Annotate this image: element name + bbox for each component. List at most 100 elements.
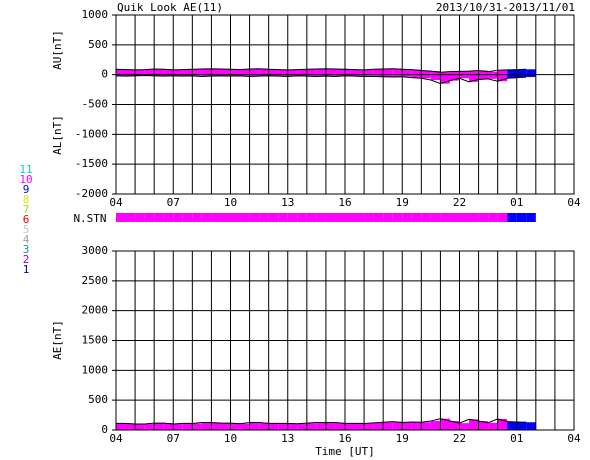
- y-axis-label: AU[nT]: [51, 30, 64, 70]
- station-bar: [411, 213, 422, 222]
- data-band: [287, 423, 298, 430]
- chart-subtitle: 2013/10/31-2013/11/01: [436, 1, 575, 14]
- y-tick-label: 2500: [82, 274, 109, 287]
- data-band: [116, 423, 126, 430]
- station-bar: [526, 213, 536, 222]
- data-band: [469, 71, 479, 82]
- station-bar: [383, 213, 393, 222]
- y-tick-label: -500: [82, 98, 109, 111]
- station-bar: [125, 213, 136, 222]
- data-band: [316, 422, 326, 430]
- y-tick-label: -2000: [75, 187, 108, 200]
- x-tick-label: 04: [567, 432, 581, 445]
- station-bar: [240, 213, 250, 222]
- station-bar: [173, 213, 183, 222]
- data-band: [354, 69, 365, 77]
- x-tick-label: 04: [567, 196, 581, 209]
- data-band: [297, 69, 307, 76]
- station-legend-entry: 2: [23, 253, 30, 266]
- data-band: [220, 68, 231, 76]
- station-legend-entry: 4: [23, 233, 30, 246]
- station-legend-entry: 6: [23, 213, 30, 226]
- x-tick-label: 04: [109, 196, 123, 209]
- station-bar: [402, 213, 412, 222]
- data-band: [478, 421, 489, 430]
- y-tick-label: -1000: [75, 127, 108, 140]
- data-band: [125, 69, 136, 77]
- data-band: [497, 70, 508, 82]
- data-band: [459, 423, 470, 430]
- station-bar: [287, 213, 298, 222]
- station-bar: [230, 213, 241, 222]
- station-legend-entry: 7: [23, 203, 30, 216]
- y-axis-label: AE[nT]: [51, 320, 64, 360]
- data-band: [240, 69, 250, 76]
- x-tick-label: 19: [396, 196, 409, 209]
- data-band: [402, 69, 412, 77]
- y-tick-label: -1500: [75, 157, 108, 170]
- station-bar: [421, 213, 431, 222]
- station-bar: [306, 213, 317, 222]
- y-tick-label: 500: [88, 38, 108, 51]
- x-tick-label: 22: [453, 432, 466, 445]
- station-bar: [325, 213, 336, 222]
- data-band: [240, 423, 250, 430]
- station-bar: [192, 213, 202, 222]
- data-band: [192, 423, 202, 430]
- x-axis-label: Time [UT]: [315, 445, 375, 458]
- data-band: [182, 423, 193, 430]
- x-tick-label: 10: [224, 432, 237, 445]
- data-band: [278, 423, 288, 430]
- y-axis-label: AL[nT]: [51, 115, 64, 155]
- station-bar: [182, 213, 193, 222]
- x-tick-label: 22: [453, 196, 466, 209]
- data-band: [345, 423, 355, 430]
- y-tick-label: 0: [101, 423, 108, 436]
- data-band: [507, 69, 517, 79]
- data-band: [135, 424, 145, 430]
- station-bar: [278, 213, 288, 222]
- data-band: [516, 421, 527, 430]
- data-band: [488, 422, 498, 430]
- x-tick-label: 19: [396, 432, 409, 445]
- data-band: [230, 423, 241, 430]
- x-tick-label: 13: [281, 432, 294, 445]
- data-band: [297, 423, 307, 430]
- station-bar: [488, 213, 498, 222]
- station-bar: [259, 213, 269, 222]
- y-tick-label: 2000: [82, 304, 109, 317]
- station-legend-entry: 3: [23, 243, 30, 256]
- station-bar: [364, 213, 374, 222]
- station-bar: [497, 213, 508, 222]
- data-band: [497, 418, 508, 430]
- data-band: [345, 69, 355, 76]
- data-band: [259, 422, 269, 430]
- station-bar: [345, 213, 355, 222]
- data-band: [364, 69, 374, 77]
- station-bar: [354, 213, 365, 222]
- data-band: [163, 423, 174, 430]
- station-bar: [507, 213, 517, 222]
- station-bar: [201, 213, 212, 222]
- station-label: N.STN: [73, 212, 106, 225]
- data-band: [306, 423, 317, 430]
- station-bar: [220, 213, 231, 222]
- station-bar: [211, 213, 221, 222]
- station-legend-entry: 1: [23, 263, 30, 276]
- station-bar: [449, 213, 460, 222]
- station-bar: [116, 213, 126, 222]
- station-legend-entry: 8: [23, 193, 30, 206]
- station-bar: [316, 213, 326, 222]
- station-bar: [154, 213, 164, 222]
- data-band: [392, 421, 403, 430]
- station-legend-entry: 5: [23, 223, 30, 236]
- data-band: [335, 422, 345, 430]
- data-band: [488, 71, 498, 79]
- data-band: [249, 68, 260, 77]
- data-band: [402, 422, 412, 430]
- y-tick-label: 1000: [82, 363, 109, 376]
- data-band: [507, 421, 517, 430]
- data-band: [316, 68, 326, 77]
- data-band: [192, 69, 202, 76]
- data-band: [364, 423, 374, 430]
